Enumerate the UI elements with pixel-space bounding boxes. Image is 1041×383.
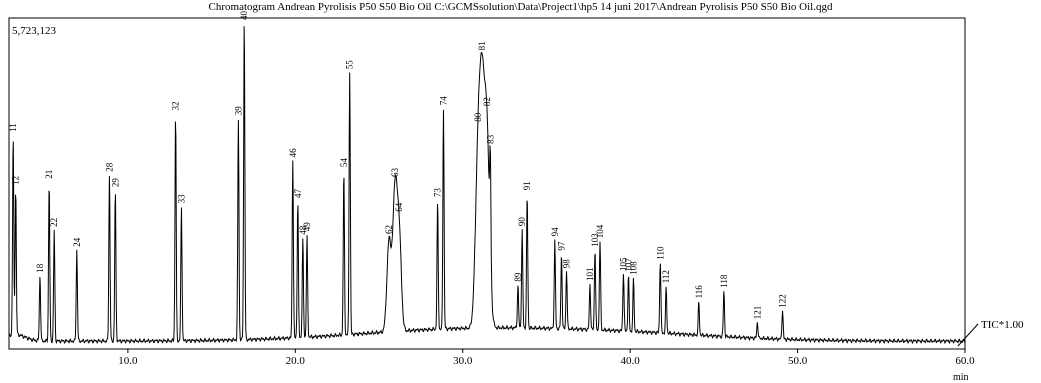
series-label: TIC*1.00 <box>981 319 1024 331</box>
peak-label: 55 <box>345 60 355 70</box>
peak-label: 63 <box>390 168 400 178</box>
x-axis-unit-label: min <box>953 372 969 383</box>
peak-label: 54 <box>339 158 349 168</box>
peak-label: 28 <box>105 162 115 172</box>
peak-label: 18 <box>35 263 45 273</box>
peak-label: 121 <box>752 306 762 320</box>
peak-label: 64 <box>394 202 404 212</box>
peak-label: 104 <box>595 224 605 238</box>
x-axis-ticks: 10.0 20.0 30.0 40.0 50.0 60.0 <box>118 349 975 367</box>
peak-label: 105 <box>619 257 629 271</box>
peak-label: 49 <box>302 222 312 232</box>
peak-labels: 1112182122242829323339404647484954556263… <box>8 11 787 320</box>
x-tick-label: 50.0 <box>788 355 808 367</box>
peak-label: 90 <box>517 217 527 227</box>
peak-label: 112 <box>661 270 671 283</box>
x-tick-label: 10.0 <box>118 355 138 367</box>
chart-title: Chromatogram Andrean Pyrolisis P50 S50 B… <box>208 1 833 13</box>
peak-label: 40 <box>239 11 249 21</box>
max-intensity-label: 5,723,123 <box>12 25 57 37</box>
peak-label: 24 <box>72 237 82 247</box>
peak-label: 12 <box>11 176 21 185</box>
x-tick-label: 20.0 <box>286 355 306 367</box>
plot-frame <box>8 17 966 350</box>
peak-label: 94 <box>550 227 560 237</box>
peak-label: 110 <box>655 246 665 260</box>
peak-label: 118 <box>719 274 729 288</box>
peak-label: 108 <box>629 261 639 275</box>
peak-label: 39 <box>233 106 243 116</box>
peak-label: 46 <box>288 148 298 158</box>
peak-label: 73 <box>433 188 443 198</box>
series-label-leader <box>957 323 979 347</box>
peak-label: 29 <box>110 178 120 188</box>
tic-trace-line <box>8 26 966 345</box>
peak-label: 32 <box>171 102 181 111</box>
peak-label: 82 <box>482 97 492 106</box>
peak-label: 21 <box>44 170 54 179</box>
peak-label: 98 <box>562 259 572 269</box>
peak-label: 48 <box>298 225 308 235</box>
peak-label: 74 <box>439 96 449 106</box>
peak-label: 97 <box>557 241 567 251</box>
peak-label: 122 <box>778 294 788 308</box>
peak-label: 89 <box>513 272 523 282</box>
peak-label: 22 <box>49 218 59 227</box>
peak-label: 33 <box>176 194 186 204</box>
peak-label: 11 <box>8 123 18 132</box>
peak-label: 107 <box>624 258 634 272</box>
x-tick-label: 60.0 <box>955 355 975 367</box>
peak-label: 116 <box>694 285 704 299</box>
peak-label: 62 <box>384 225 394 234</box>
x-tick-label: 30.0 <box>453 355 473 367</box>
peak-label: 83 <box>485 134 495 144</box>
peak-label: 47 <box>293 189 303 199</box>
peak-label: 80 <box>473 112 483 122</box>
peak-label: 103 <box>590 233 600 247</box>
peak-label: 91 <box>522 181 532 190</box>
peak-label: 101 <box>585 268 595 282</box>
peak-label: 81 <box>477 41 487 50</box>
x-tick-label: 40.0 <box>621 355 641 367</box>
